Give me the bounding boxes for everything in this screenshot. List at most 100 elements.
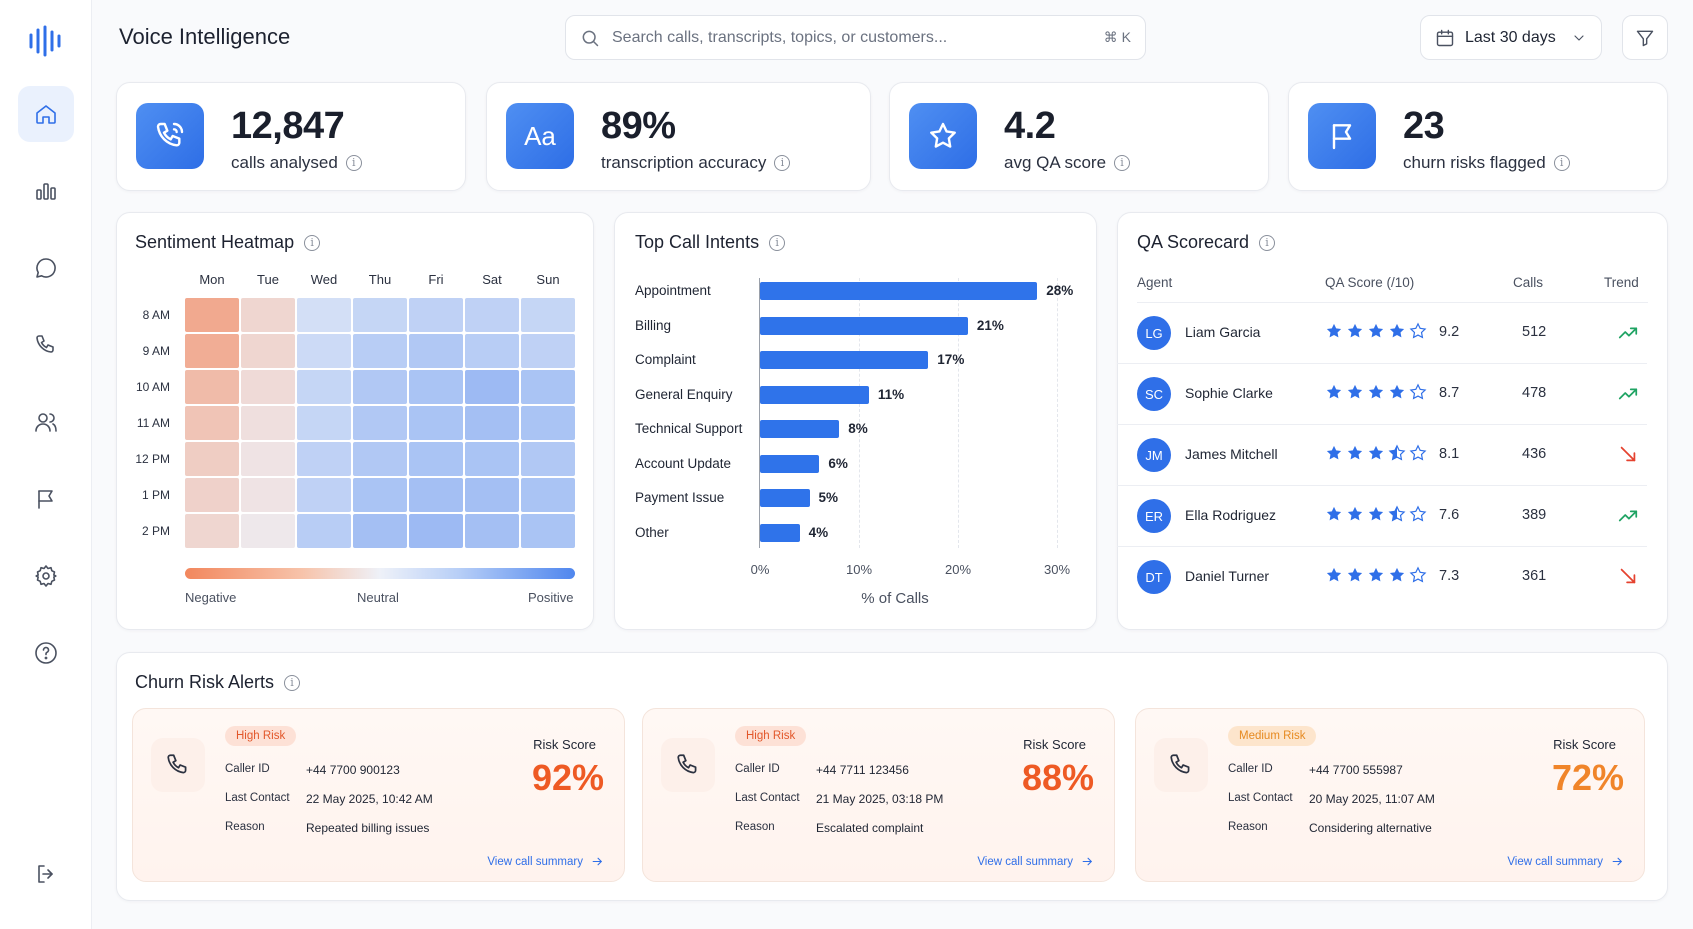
heatmap-cell[interactable] <box>521 406 575 440</box>
heatmap-cell[interactable] <box>241 406 295 440</box>
intent-bar[interactable] <box>760 282 1038 300</box>
nav-analytics-button[interactable] <box>18 163 74 219</box>
heatmap-cell[interactable] <box>521 514 575 548</box>
nav-customers-button[interactable] <box>18 394 74 450</box>
info-icon[interactable] <box>304 234 321 251</box>
heatmap-cell[interactable] <box>353 442 407 476</box>
heatmap-cell[interactable] <box>297 406 351 440</box>
heatmap-cell[interactable] <box>241 334 295 368</box>
nav-logout-button[interactable] <box>18 846 74 902</box>
heatmap-cell[interactable] <box>353 334 407 368</box>
info-icon[interactable] <box>769 234 786 251</box>
heatmap-cell[interactable] <box>465 298 519 332</box>
heatmap-cell[interactable] <box>521 478 575 512</box>
heatmap-cell[interactable] <box>465 334 519 368</box>
nav-help-button[interactable] <box>18 625 74 681</box>
heatmap-cell[interactable] <box>353 406 407 440</box>
nav-flags-button[interactable] <box>18 471 74 527</box>
calendar-icon <box>1436 29 1454 46</box>
view-call-summary-link[interactable]: View call summary <box>977 855 1094 868</box>
heatmap-cell[interactable] <box>409 406 463 440</box>
heatmap-cell[interactable] <box>185 334 239 368</box>
agent-name[interactable]: James Mitchell <box>1185 446 1278 462</box>
agent-name[interactable]: Ella Rodriguez <box>1185 507 1277 523</box>
intent-bar[interactable] <box>760 351 929 369</box>
heatmap-cell[interactable] <box>353 478 407 512</box>
heatmap-cell[interactable] <box>241 514 295 548</box>
heatmap-cell[interactable] <box>353 370 407 404</box>
agent-name[interactable]: Liam Garcia <box>1185 324 1261 340</box>
heatmap-cell[interactable] <box>409 514 463 548</box>
heatmap-cell[interactable] <box>185 298 239 332</box>
agent-name[interactable]: Daniel Turner <box>1185 568 1270 584</box>
heatmap-cell[interactable] <box>409 298 463 332</box>
heatmap-cell[interactable] <box>297 442 351 476</box>
heatmap-cell[interactable] <box>185 514 239 548</box>
star-filled-icon <box>1347 384 1363 399</box>
filter-button[interactable] <box>1622 15 1668 60</box>
info-icon[interactable] <box>774 155 791 171</box>
heatmap-cell[interactable] <box>409 334 463 368</box>
heatmap-cell[interactable] <box>297 514 351 548</box>
heatmap-cell[interactable] <box>521 442 575 476</box>
x-tick-label: 20% <box>944 562 972 577</box>
info-icon[interactable] <box>345 155 362 171</box>
nav-conversations-button[interactable] <box>18 240 74 296</box>
qa-table-row[interactable]: SC Sophie Clarke 8.7 478 <box>1117 364 1647 425</box>
heatmap-cell[interactable] <box>297 334 351 368</box>
qa-score: 8.1 <box>1439 446 1460 462</box>
qa-table-row[interactable]: DT Daniel Turner 7.3 361 <box>1117 547 1647 608</box>
heatmap-cell[interactable] <box>409 370 463 404</box>
view-call-summary-link[interactable]: View call summary <box>1507 855 1624 868</box>
heatmap-cell[interactable] <box>353 514 407 548</box>
agent-name[interactable]: Sophie Clarke <box>1185 385 1273 401</box>
heatmap-cell[interactable] <box>465 514 519 548</box>
nav-settings-button[interactable] <box>18 548 74 604</box>
alert-field-reason: Reason Considering alternative <box>1228 821 1432 835</box>
heatmap-cell[interactable] <box>185 370 239 404</box>
info-icon[interactable] <box>1114 155 1131 171</box>
heatmap-cell[interactable] <box>465 478 519 512</box>
qa-table-row[interactable]: JM James Mitchell 8.1 436 <box>1117 425 1647 486</box>
heatmap-cell[interactable] <box>241 298 295 332</box>
intent-bar[interactable] <box>760 420 840 438</box>
heatmap-cell[interactable] <box>465 442 519 476</box>
info-icon[interactable] <box>1259 234 1276 251</box>
heatmap-cell[interactable] <box>185 442 239 476</box>
churn-alert-card[interactable]: Medium Risk Caller ID +44 7700 555987 Last … <box>1135 708 1645 882</box>
nav-calls-button[interactable] <box>18 317 74 373</box>
intent-bar[interactable] <box>760 454 820 473</box>
heatmap-cell[interactable] <box>241 442 295 476</box>
heatmap-cell[interactable] <box>465 370 519 404</box>
info-icon[interactable] <box>284 674 301 691</box>
heatmap-cell[interactable] <box>185 406 239 440</box>
heatmap-cell[interactable] <box>409 478 463 512</box>
view-call-summary-link[interactable]: View call summary <box>487 855 604 868</box>
churn-alert-card[interactable]: High Risk Caller ID +44 7700 900123 Last Co… <box>132 708 625 882</box>
nav-home-button[interactable] <box>18 86 74 142</box>
bar-category-label: Billing <box>635 317 672 333</box>
heatmap-cell[interactable] <box>521 334 575 368</box>
heatmap-cell[interactable] <box>241 370 295 404</box>
intent-bar[interactable] <box>760 523 800 542</box>
heatmap-cell[interactable] <box>353 298 407 332</box>
heatmap-cell[interactable] <box>297 298 351 332</box>
heatmap-cell[interactable] <box>521 370 575 404</box>
intent-bar[interactable] <box>760 316 968 335</box>
heatmap-cell[interactable] <box>297 478 351 512</box>
qa-table-row[interactable]: LG Liam Garcia 9.2 512 <box>1117 303 1647 364</box>
search-input[interactable]: Search calls, transcripts, topics, or cu… <box>565 15 1146 60</box>
heatmap-cell[interactable] <box>409 442 463 476</box>
heatmap-cell[interactable] <box>241 478 295 512</box>
date-range-button[interactable]: Last 30 days <box>1420 15 1602 60</box>
qa-table-row[interactable]: ER Ella Rodriguez 7.6 389 <box>1117 486 1647 547</box>
intent-bar[interactable] <box>760 385 869 404</box>
heatmap-cell[interactable] <box>465 406 519 440</box>
heatmap-cell[interactable] <box>297 370 351 404</box>
heatmap-cell[interactable] <box>521 298 575 332</box>
churn-alert-card[interactable]: High Risk Caller ID +44 7711 123456 Last Co… <box>642 708 1115 882</box>
intent-bar[interactable] <box>760 489 810 507</box>
info-icon[interactable] <box>1553 155 1570 171</box>
heatmap-cell[interactable] <box>185 478 239 512</box>
app-logo-icon[interactable] <box>28 24 64 63</box>
